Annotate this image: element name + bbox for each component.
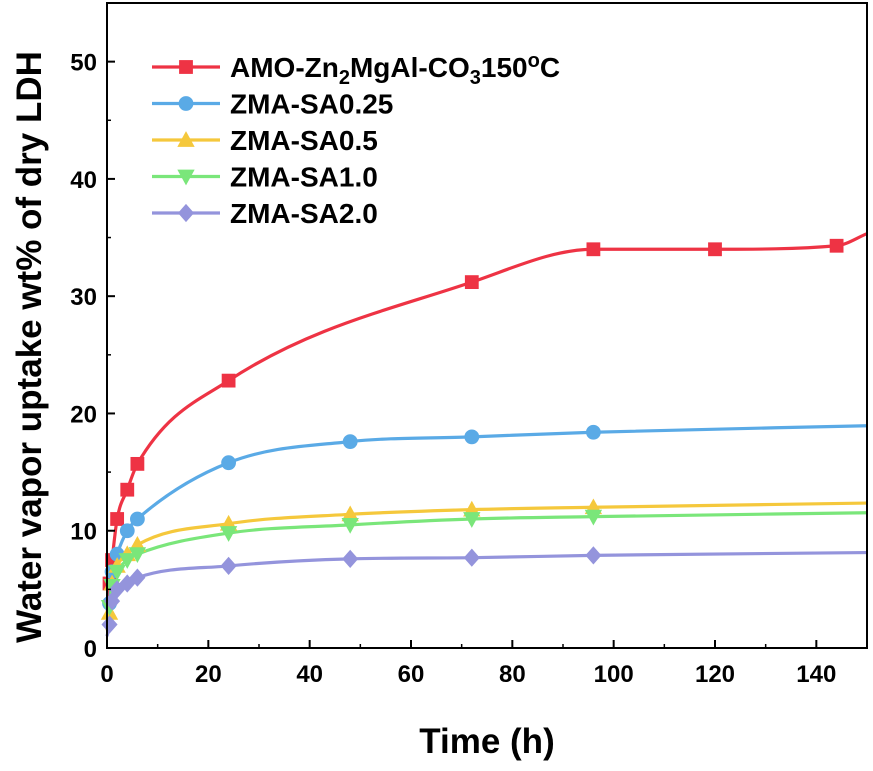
legend: AMO-Zn2MgAl-CO3150oCZMA-SA0.25ZMA-SA0.5Z…: [152, 50, 560, 229]
data-point-diamond: [463, 548, 480, 567]
data-point-circle: [129, 511, 145, 527]
axes: 0 20 40 60 80 100 120 140 0 10 20 30 40 50: [70, 2, 868, 688]
data-point-square: [120, 482, 135, 497]
legend-label: ZMA-SA2.0: [230, 198, 378, 229]
data-point-square: [221, 373, 236, 388]
x-tick-label: 60: [398, 661, 425, 688]
data-point-triangle-down: [108, 564, 126, 581]
legend-label-part: AMO-Zn: [230, 52, 339, 83]
x-tick-label: 40: [296, 661, 323, 688]
data-point-triangle-down: [341, 517, 359, 534]
y-tick-label: 0: [84, 636, 97, 663]
data-point-circle: [178, 96, 194, 111]
x-tick-label: 120: [695, 661, 735, 688]
y-tick-label: 10: [70, 519, 97, 546]
data-point-square: [586, 242, 601, 257]
y-axis-label-box: Water vapor uptake wt% of dry LDH: [0, 2, 60, 692]
x-tick-label: 20: [195, 661, 222, 688]
plot-frame: [106, 2, 868, 649]
legend-label: ZMA-SA0.5: [230, 125, 378, 156]
legend-label-part: MgAl-CO: [350, 52, 470, 83]
data-point-square: [130, 456, 145, 471]
data-point-triangle-down: [463, 512, 481, 528]
legend-label: AMO-Zn2MgAl-CO3150oC: [230, 50, 560, 89]
data-point-square: [179, 60, 193, 74]
legend-label-part: 150: [481, 52, 528, 83]
legend-label-part: 2: [339, 67, 350, 89]
y-tick-label: 20: [70, 401, 97, 428]
x-tick-label: 140: [796, 661, 836, 688]
data-point-diamond: [342, 549, 359, 568]
x-tick-label: 0: [100, 661, 113, 688]
data-point-triangle-down: [584, 509, 603, 526]
data-point-circle: [119, 523, 135, 539]
data-point-diamond: [177, 203, 195, 223]
data-point-triangle-down: [128, 547, 147, 564]
data-markers: [100, 238, 844, 634]
data-point-square: [110, 512, 125, 526]
series-line: [105, 550, 868, 637]
data-point-square: [464, 275, 479, 290]
x-tick-label: 80: [499, 661, 526, 688]
legend-label-part: o: [528, 50, 540, 72]
data-point-diamond: [585, 546, 602, 565]
legend-label: ZMA-SA0.25: [230, 89, 393, 120]
legend-label: ZMA-SA1.0: [230, 162, 378, 193]
data-point-triangle-up: [177, 131, 195, 147]
data-point-triangle-down: [118, 553, 136, 569]
y-tick-label: 40: [70, 167, 97, 194]
data-point-triangle-down: [219, 526, 238, 542]
y-tick-label: 50: [70, 50, 97, 77]
data-point-circle: [221, 455, 237, 471]
legend-label-part: C: [540, 52, 560, 83]
data-point-circle: [586, 424, 601, 440]
legend-label-part: 3: [470, 67, 481, 89]
y-tick-label: 30: [70, 284, 97, 311]
data-point-diamond: [101, 615, 118, 634]
data-point-square: [829, 238, 844, 253]
data-point-circle: [342, 434, 358, 450]
data-point-square: [708, 242, 722, 257]
x-tick-label: 100: [594, 661, 634, 688]
data-point-triangle-down: [177, 169, 195, 186]
fit-curves: [105, 232, 868, 637]
data-point-diamond: [129, 568, 146, 587]
x-axis-label: Time (h): [419, 722, 555, 761]
y-axis-label: Water vapor uptake wt% of dry LDH: [10, 51, 49, 643]
data-point-circle: [464, 429, 480, 445]
data-point-diamond: [220, 556, 237, 576]
